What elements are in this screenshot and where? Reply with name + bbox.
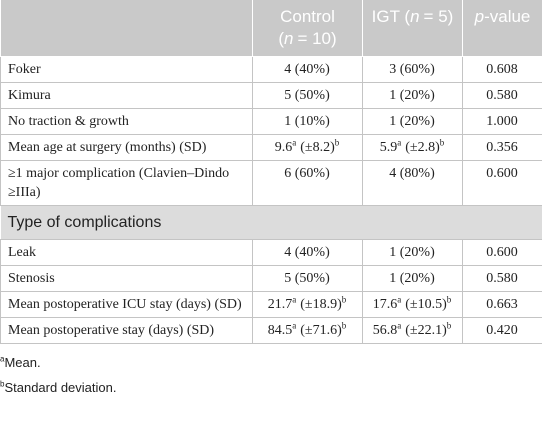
header-cell: Control (n = 10) — [252, 0, 363, 57]
cell: 1 (20%) — [362, 108, 463, 135]
header-text: = 5) — [423, 7, 454, 26]
header-text: Control — [280, 7, 335, 26]
header-text: ( — [278, 29, 284, 48]
cell: 4 (40%) — [252, 239, 363, 266]
header-cell — [0, 0, 253, 57]
footnote-mark: a — [397, 320, 402, 331]
footnote-mark: b — [439, 137, 445, 148]
results-table: Control (n = 10) IGT (n = 5) p-value Foker… — [0, 0, 542, 344]
table-row: Leak 4 (40%) 1 (20%) 0.600 — [0, 239, 542, 266]
cell-sd: (±18.9) — [300, 297, 342, 312]
header-text: n — [410, 7, 420, 26]
table-row: Kimura 5 (50%) 1 (20%) 0.580 — [0, 82, 542, 109]
table-row: No traction & growth 1 (10%) 1 (20%) 1.000 — [0, 108, 542, 135]
footnote-mark: a — [292, 137, 297, 148]
cell: 17.6a (±10.5)b — [362, 291, 463, 318]
footnote-text: Standard deviation. — [4, 380, 117, 395]
footnote-mark: b — [446, 320, 452, 331]
footnote: bStandard deviation. — [0, 375, 542, 400]
cell-value: 9.6 — [274, 140, 293, 155]
cell: 0.600 — [462, 160, 542, 206]
cell-value: 5.9 — [379, 140, 398, 155]
section-row: Type of complications — [0, 205, 542, 240]
cell: 5.9a (±2.8)b — [362, 134, 463, 161]
cell: 1 (10%) — [252, 108, 363, 135]
cell-value: 21.7 — [267, 297, 293, 312]
cell: 1 (20%) — [362, 265, 463, 292]
cell-sd: (±22.1) — [405, 323, 447, 338]
cell: 0.663 — [462, 291, 542, 318]
cell: 0.600 — [462, 239, 542, 266]
header-row: Control (n = 10) IGT (n = 5) p-value — [0, 0, 542, 57]
cell-value: 17.6 — [372, 297, 398, 312]
header-cell: IGT (n = 5) — [362, 0, 463, 57]
cell: 3 (60%) — [362, 56, 463, 83]
header-text: n — [283, 29, 294, 48]
section-title: Type of complications — [0, 205, 542, 240]
cell: 5 (50%) — [252, 265, 363, 292]
cell: 4 (80%) — [362, 160, 463, 206]
cell: 0.580 — [462, 82, 542, 109]
footnote-mark: b — [446, 294, 452, 305]
row-label: Mean age at surgery (months) (SD) — [0, 134, 253, 161]
cell-value: 56.8 — [372, 323, 398, 338]
cell: 0.608 — [462, 56, 542, 83]
cell: 84.5a (±71.6)b — [252, 317, 363, 344]
row-label: Mean postoperative stay (days) (SD) — [0, 317, 253, 344]
table-row: Mean postoperative ICU stay (days) (SD) 2… — [0, 291, 542, 318]
row-label: Mean postoperative ICU stay (days) (SD) — [0, 291, 253, 318]
header-text: -value — [484, 7, 531, 26]
cell: 6 (60%) — [252, 160, 363, 206]
footnote-text: Mean. — [4, 355, 41, 370]
row-label: Leak — [0, 239, 253, 266]
table-row: Foker 4 (40%) 3 (60%) 0.608 — [0, 56, 542, 83]
cell: 1 (20%) — [362, 239, 463, 266]
cell: 0.420 — [462, 317, 542, 344]
footnotes: aMean. bStandard deviation. — [0, 344, 542, 400]
table-row: Mean postoperative stay (days) (SD) 84.5a… — [0, 317, 542, 344]
footnote-mark: a — [292, 320, 297, 331]
footnote-mark: a — [292, 294, 297, 305]
cell-sd: (±8.2) — [300, 140, 335, 155]
footnote-mark: a — [0, 354, 5, 364]
footnote: aMean. — [0, 350, 542, 375]
cell: 4 (40%) — [252, 56, 363, 83]
cell: 0.356 — [462, 134, 542, 161]
footnote-mark: a — [397, 137, 402, 148]
cell: 21.7a (±18.9)b — [252, 291, 363, 318]
cell: 1 (20%) — [362, 82, 463, 109]
footnote-mark: b — [0, 379, 5, 389]
header-text: p — [474, 7, 485, 26]
row-label: No traction & growth — [0, 108, 253, 135]
header-text: IGT ( — [371, 7, 411, 26]
cell-sd: (±10.5) — [405, 297, 447, 312]
table-row: ≥1 major complication (Clavien–Dindo ≥II… — [0, 160, 542, 206]
table-row: Stenosis 5 (50%) 1 (20%) 0.580 — [0, 265, 542, 292]
cell-value: 84.5 — [267, 323, 293, 338]
row-label: ≥1 major complication (Clavien–Dindo ≥II… — [0, 160, 253, 206]
footnote-mark: b — [341, 294, 347, 305]
footnote-mark: a — [397, 294, 402, 305]
cell: 5 (50%) — [252, 82, 363, 109]
cell: 1.000 — [462, 108, 542, 135]
header-cell: p-value — [462, 0, 542, 57]
footnote-mark: b — [341, 320, 347, 331]
table-row: Mean age at surgery (months) (SD) 9.6a (±8… — [0, 134, 542, 161]
header-text: = 10) — [297, 29, 337, 48]
cell: 56.8a (±22.1)b — [362, 317, 463, 344]
footnote-mark: b — [334, 137, 340, 148]
cell: 9.6a (±8.2)b — [252, 134, 363, 161]
row-label: Stenosis — [0, 265, 253, 292]
table-body: Foker 4 (40%) 3 (60%) 0.608 Kimura 5 (50%) 1 (… — [0, 56, 542, 344]
cell-sd: (±71.6) — [300, 323, 342, 338]
cell: 0.580 — [462, 265, 542, 292]
cell-sd: (±2.8) — [405, 140, 440, 155]
row-label: Foker — [0, 56, 253, 83]
row-label: Kimura — [0, 82, 253, 109]
